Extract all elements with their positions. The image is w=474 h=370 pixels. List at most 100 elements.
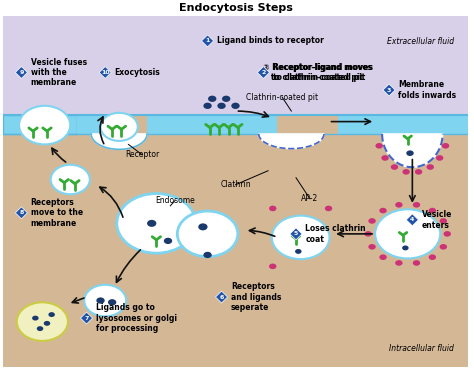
- Circle shape: [177, 211, 238, 257]
- Circle shape: [427, 164, 434, 170]
- Circle shape: [108, 299, 116, 306]
- Circle shape: [147, 220, 156, 227]
- Text: Receptor: Receptor: [125, 151, 160, 159]
- Circle shape: [402, 169, 410, 175]
- Circle shape: [402, 245, 409, 250]
- Polygon shape: [259, 134, 324, 149]
- Circle shape: [48, 312, 55, 317]
- Circle shape: [51, 165, 90, 194]
- Text: 3: 3: [387, 88, 391, 92]
- Circle shape: [203, 252, 212, 258]
- Text: Clathrin: Clathrin: [220, 180, 251, 189]
- Text: Vesicle
enters: Vesicle enters: [422, 210, 452, 229]
- Text: 9: 9: [19, 70, 24, 75]
- Circle shape: [406, 150, 414, 156]
- Text: AP-2: AP-2: [301, 194, 319, 203]
- Circle shape: [368, 244, 376, 250]
- Circle shape: [444, 231, 451, 237]
- Text: 4: 4: [410, 217, 415, 222]
- Bar: [3, 16, 468, 115]
- Circle shape: [231, 102, 240, 109]
- FancyBboxPatch shape: [3, 115, 77, 134]
- Circle shape: [222, 95, 230, 102]
- Polygon shape: [406, 214, 419, 226]
- Text: Receptors
and ligands
seperate: Receptors and ligands seperate: [231, 282, 281, 312]
- Text: 1: 1: [205, 38, 210, 43]
- Polygon shape: [290, 228, 302, 240]
- Circle shape: [368, 218, 376, 224]
- FancyBboxPatch shape: [208, 115, 277, 134]
- Circle shape: [32, 316, 38, 320]
- Text: Extracellular fluid: Extracellular fluid: [387, 37, 454, 46]
- Text: 10: 10: [101, 70, 109, 75]
- FancyBboxPatch shape: [147, 115, 208, 134]
- Polygon shape: [99, 67, 111, 78]
- Text: Membrane
folds inwards: Membrane folds inwards: [398, 80, 456, 100]
- Text: 8: 8: [19, 210, 24, 215]
- Circle shape: [295, 249, 301, 254]
- Polygon shape: [81, 312, 92, 324]
- FancyBboxPatch shape: [338, 115, 468, 134]
- Text: Intracellular fluid: Intracellular fluid: [389, 344, 454, 353]
- Text: Exocytosis: Exocytosis: [115, 68, 160, 77]
- Circle shape: [382, 155, 389, 161]
- Circle shape: [272, 216, 329, 259]
- FancyBboxPatch shape: [77, 115, 124, 134]
- Circle shape: [395, 260, 402, 266]
- Circle shape: [391, 164, 398, 170]
- Polygon shape: [383, 84, 395, 96]
- Circle shape: [198, 223, 208, 231]
- Circle shape: [203, 102, 212, 109]
- Polygon shape: [91, 134, 147, 149]
- Circle shape: [164, 238, 172, 244]
- Circle shape: [17, 302, 68, 341]
- Text: Receptors
move to the
membrane: Receptors move to the membrane: [31, 198, 83, 228]
- Circle shape: [19, 106, 70, 144]
- Text: 2: 2: [261, 70, 265, 75]
- Circle shape: [439, 218, 447, 224]
- Text: Loses clathrin
coat: Loses clathrin coat: [305, 224, 366, 243]
- Circle shape: [413, 260, 420, 266]
- Circle shape: [269, 206, 276, 211]
- Text: ② Receptor-ligand moves
   to clathrin-coated pit: ② Receptor-ligand moves to clathrin-coat…: [264, 63, 373, 82]
- Text: Ligands go to
lysosomes or golgi
for processing: Ligands go to lysosomes or golgi for pro…: [96, 303, 177, 333]
- Text: Receptor-ligand moves
to clathrin-coated pit: Receptor-ligand moves to clathrin-coated…: [273, 63, 373, 82]
- Circle shape: [413, 202, 420, 208]
- Circle shape: [117, 194, 196, 253]
- Text: Vesicle fuses
with the
membrane: Vesicle fuses with the membrane: [31, 58, 87, 87]
- Polygon shape: [216, 291, 228, 303]
- Text: 7: 7: [84, 316, 89, 320]
- Circle shape: [37, 326, 43, 331]
- Circle shape: [375, 209, 440, 259]
- Polygon shape: [257, 67, 269, 78]
- Circle shape: [269, 263, 276, 269]
- Title: Endocytosis Steps: Endocytosis Steps: [179, 3, 292, 13]
- Circle shape: [428, 208, 436, 213]
- Polygon shape: [15, 207, 27, 219]
- Circle shape: [325, 206, 332, 211]
- Circle shape: [379, 255, 387, 260]
- Circle shape: [428, 255, 436, 260]
- Text: 6: 6: [219, 295, 224, 300]
- Circle shape: [442, 143, 449, 149]
- Polygon shape: [382, 134, 443, 167]
- Polygon shape: [201, 35, 214, 47]
- Circle shape: [44, 321, 50, 326]
- Text: Clathrin-coated pit: Clathrin-coated pit: [246, 92, 318, 101]
- Circle shape: [218, 102, 226, 109]
- Text: 5: 5: [294, 231, 298, 236]
- Text: Ligand binds to receptor: Ligand binds to receptor: [217, 36, 324, 46]
- Circle shape: [365, 231, 372, 237]
- Circle shape: [379, 208, 387, 213]
- Circle shape: [375, 143, 383, 149]
- Circle shape: [96, 297, 105, 304]
- Circle shape: [100, 113, 138, 141]
- Circle shape: [84, 285, 126, 316]
- Circle shape: [208, 95, 217, 102]
- Circle shape: [415, 169, 422, 175]
- Circle shape: [439, 244, 447, 250]
- Circle shape: [395, 202, 402, 208]
- Text: Endosome: Endosome: [155, 196, 195, 205]
- Circle shape: [436, 155, 443, 161]
- Polygon shape: [15, 67, 27, 78]
